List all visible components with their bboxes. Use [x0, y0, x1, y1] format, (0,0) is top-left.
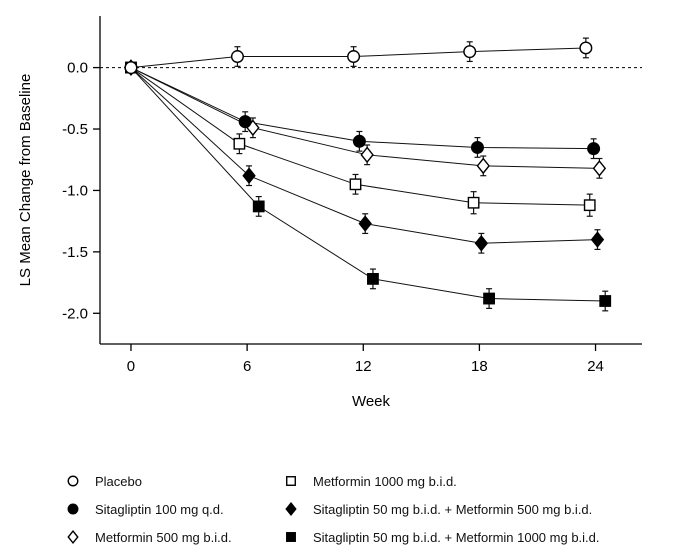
square-filled-icon: [286, 532, 296, 542]
diamond-open-marker: [592, 160, 607, 177]
circle-filled-icon: [67, 503, 79, 515]
y-axis-label: LS Mean Change from Baseline: [17, 74, 34, 287]
circle-filled-marker: [587, 142, 601, 156]
legend-item: Sitagliptin 50 mg b.i.d. + Metformin 500…: [282, 500, 674, 518]
legend-label: Sitagliptin 50 mg b.i.d. + Metformin 500…: [313, 501, 593, 517]
square-open-marker: [467, 196, 480, 209]
circle-filled-marker: [238, 115, 252, 129]
legend-marker-diamond-filled: [285, 501, 297, 517]
legend-marker-square-open: [286, 476, 296, 486]
legend-item: Metformin 1000 mg b.i.d.: [282, 472, 674, 490]
diamond-open-marker: [360, 146, 374, 164]
legend-label: Sitagliptin 100 mg q.d.: [95, 501, 224, 517]
circle-filled-marker: [470, 140, 484, 154]
x-tick-label: 6: [243, 358, 251, 375]
x-tick-label: 0: [127, 358, 135, 375]
square-open-marker: [583, 199, 596, 212]
legend-label: Metformin 1000 mg b.i.d.: [313, 473, 457, 489]
diamond-filled-marker: [358, 215, 372, 232]
legend-marker-circle-filled: [67, 503, 79, 515]
square-filled-marker: [599, 295, 612, 307]
square-open-marker: [349, 178, 362, 191]
legend-marker-circle-open: [67, 475, 79, 487]
x-tick-label: 24: [587, 358, 604, 375]
legend-item: Placebo: [64, 472, 282, 490]
diamond-filled-icon: [285, 501, 297, 517]
square-open-icon: [286, 476, 296, 486]
square-filled-marker: [483, 292, 495, 305]
circle-filled-marker: [352, 134, 366, 148]
diamond-filled-marker: [474, 234, 489, 252]
circle-open-marker: [230, 50, 244, 64]
diamond-filled-marker: [590, 231, 605, 248]
legend-label: Sitagliptin 50 mg b.i.d. + Metformin 100…: [313, 529, 600, 545]
legend-item: Metformin 500 mg b.i.d.: [64, 528, 282, 546]
y-tick-label: 0.0: [67, 60, 88, 77]
circle-open-marker: [347, 50, 361, 64]
legend-item: Sitagliptin 50 mg b.i.d. + Metformin 100…: [282, 528, 674, 546]
legend-item: Sitagliptin 100 mg q.d.: [64, 500, 282, 518]
x-axis-label: Week: [352, 393, 391, 410]
diamond-open-marker: [476, 157, 490, 175]
circle-open-marker: [579, 41, 593, 55]
y-tick-label: -0.5: [62, 121, 88, 138]
y-tick-label: -1.5: [62, 244, 88, 261]
legend-marker-square-filled: [286, 532, 296, 542]
square-filled-marker: [252, 200, 265, 213]
x-tick-label: 12: [355, 358, 372, 375]
chart-plot-area: 0.0 -0.5 -1.0 -1.5 -2.0 0 6 12 18 24 LS Mean Chang…: [17, 16, 642, 410]
diamond-filled-marker: [242, 167, 256, 185]
x-tick-label: 18: [471, 358, 488, 375]
diamond-open-icon: [67, 529, 79, 545]
circle-open-marker: [463, 45, 477, 59]
chart-legend: Placebo Sitagliptin 100 mg q.d. Metformin …: [64, 467, 674, 547]
y-tick-label: -1.0: [62, 182, 88, 199]
square-open-marker: [233, 137, 246, 150]
legend-label: Metformin 500 mg b.i.d.: [95, 529, 232, 545]
legend-label: Placebo: [95, 473, 142, 489]
legend-marker-diamond-open: [67, 529, 79, 545]
y-tick-label: -2.0: [62, 305, 88, 322]
square-filled-marker: [367, 272, 379, 285]
circle-open-marker: [124, 61, 138, 75]
circle-open-icon: [67, 475, 79, 487]
